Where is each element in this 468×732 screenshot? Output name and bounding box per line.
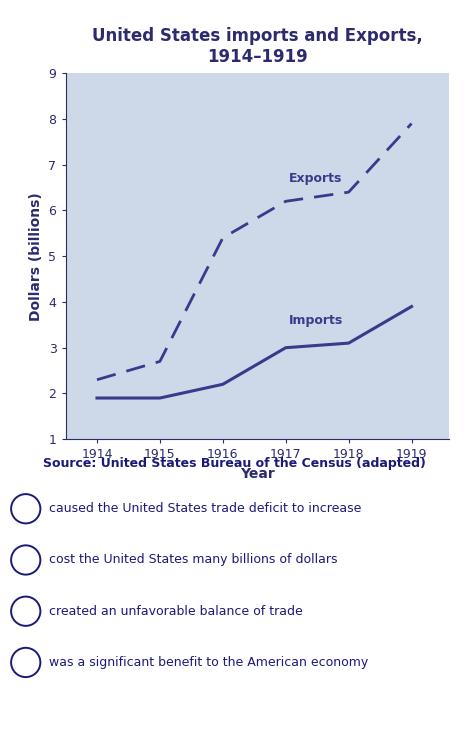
Text: Source: United States Bureau of the Census (adapted): Source: United States Bureau of the Cens… bbox=[43, 458, 425, 471]
X-axis label: Year: Year bbox=[240, 467, 275, 481]
Text: Imports: Imports bbox=[289, 314, 343, 327]
Text: caused the United States trade deficit to increase: caused the United States trade deficit t… bbox=[49, 502, 361, 515]
Text: was a significant benefit to the American economy: was a significant benefit to the America… bbox=[49, 656, 368, 669]
Title: United States imports and Exports,
1914–1919: United States imports and Exports, 1914–… bbox=[92, 27, 423, 66]
Y-axis label: Dollars (billions): Dollars (billions) bbox=[29, 192, 43, 321]
Text: Exports: Exports bbox=[289, 172, 342, 185]
Text: cost the United States many billions of dollars: cost the United States many billions of … bbox=[49, 553, 337, 567]
Text: created an unfavorable balance of trade: created an unfavorable balance of trade bbox=[49, 605, 303, 618]
